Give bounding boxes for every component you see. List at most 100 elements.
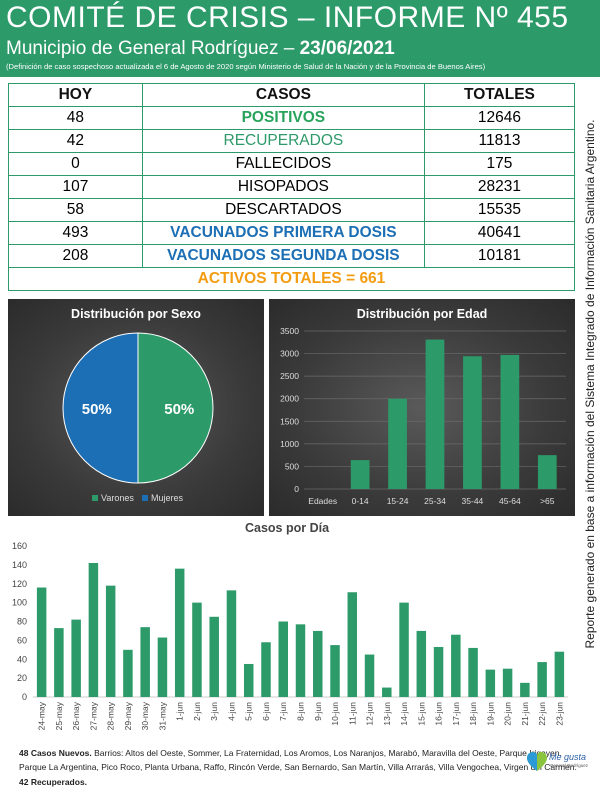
x-tick-label: 29-may bbox=[123, 701, 133, 730]
x-tick-label: 19-jun bbox=[485, 702, 495, 726]
table-row: 493 VACUNADOS PRIMERA DOSIS 40641 bbox=[8, 221, 576, 245]
x-tick-label: 12-jun bbox=[365, 702, 375, 726]
total-cell: 12646 bbox=[423, 106, 576, 130]
y-tick-label: 2500 bbox=[280, 371, 299, 381]
x-tick-label: 15-24 bbox=[387, 496, 409, 506]
label-cell: HISOPADOS bbox=[141, 175, 425, 199]
table-row: 208 VACUNADOS SEGUNDA DOSIS 10181 bbox=[8, 244, 576, 268]
x-tick-label: 7-jun bbox=[278, 702, 288, 721]
y-tick-label: 60 bbox=[17, 635, 27, 645]
report-title: COMITÉ DE CRISIS – INFORME Nº 455 bbox=[6, 1, 569, 34]
table-row: 42 RECUPERADOS 11813 bbox=[8, 129, 576, 153]
age-chart-title: Distribución por Edad bbox=[356, 307, 488, 321]
daily-bar bbox=[554, 651, 565, 697]
y-tick-label: 40 bbox=[17, 654, 27, 664]
legend-label: Varones bbox=[101, 493, 134, 503]
cases-table: HOY CASOS TOTALES 48 POSITIVOS 12646 42 … bbox=[8, 83, 576, 291]
header-totales: TOTALES bbox=[423, 83, 576, 107]
y-tick-label: 0 bbox=[294, 484, 299, 494]
daily-bar bbox=[313, 630, 323, 697]
total-cell: 11813 bbox=[423, 129, 576, 153]
daily-bar bbox=[157, 637, 168, 697]
logo-subtext: General Rodríguez bbox=[550, 763, 589, 768]
activos-row: ACTIVOS TOTALES = 661 bbox=[8, 267, 575, 291]
daily-bar bbox=[399, 602, 409, 697]
legend-label: Mujeres bbox=[151, 493, 184, 503]
hoy-cell: 493 bbox=[8, 221, 143, 245]
hoy-cell: 48 bbox=[8, 106, 143, 130]
y-tick-label: 3000 bbox=[280, 349, 299, 359]
total-cell: 175 bbox=[423, 152, 576, 176]
x-tick-label: 0-14 bbox=[352, 496, 369, 506]
daily-cases-chart: Casos por Día 0 20 40 60 80 100 120 140 160 24-may… bbox=[12, 521, 568, 730]
daily-bar bbox=[226, 590, 237, 697]
x-tick-label: 27-may bbox=[88, 701, 98, 730]
sex-pie-chart: 50% 50% Varones Mujeres bbox=[62, 332, 214, 503]
daily-bar bbox=[54, 628, 64, 697]
daily-bar bbox=[295, 624, 306, 697]
y-tick-label: 1000 bbox=[280, 439, 299, 449]
x-tick-label: 15-jun bbox=[416, 702, 426, 726]
side-note: Reporte generado en base a información d… bbox=[580, 84, 600, 684]
total-cell: 15535 bbox=[423, 198, 576, 222]
y-tick-label: 100 bbox=[12, 598, 27, 608]
label-cell: DESCARTADOS bbox=[141, 198, 425, 222]
table-row: 58 DESCARTADOS 15535 bbox=[8, 198, 576, 222]
x-tick-label: 23-jun bbox=[554, 702, 564, 726]
logo-text: Me gusta bbox=[549, 752, 587, 762]
hoy-cell: 42 bbox=[8, 129, 143, 153]
x-tick-label: 25-34 bbox=[424, 496, 446, 506]
x-tick-label: 2-jun bbox=[192, 702, 202, 721]
daily-bar bbox=[243, 663, 254, 697]
x-tick-label: 30-may bbox=[140, 701, 150, 730]
recovered-line: 42 Recuperados. bbox=[19, 777, 88, 787]
age-bar bbox=[425, 339, 445, 489]
hoy-cell: 58 bbox=[8, 198, 143, 222]
new-cases-count: 48 Casos Nuevos. bbox=[19, 748, 92, 758]
label-cell: RECUPERADOS bbox=[141, 129, 425, 153]
municipio-label: Municipio de General Rodríguez – bbox=[6, 38, 300, 59]
daily-bar bbox=[468, 647, 478, 697]
header-hoy: HOY bbox=[8, 83, 143, 107]
x-tick-label: 35-44 bbox=[462, 496, 484, 506]
pie-slice bbox=[137, 332, 214, 484]
daily-bar bbox=[140, 627, 150, 697]
daily-bar bbox=[261, 642, 271, 697]
label-cell: VACUNADOS SEGUNDA DOSIS bbox=[141, 244, 425, 268]
daily-bar bbox=[123, 649, 133, 697]
x-tick-label: 21-jun bbox=[520, 702, 530, 726]
x-tick-label: 24-may bbox=[37, 701, 47, 730]
x-tick-label: 11-jun bbox=[347, 702, 357, 725]
y-tick-label: 20 bbox=[17, 673, 27, 683]
x-tick-label: 8-jun bbox=[296, 702, 306, 721]
hoy-cell: 107 bbox=[8, 175, 143, 199]
label-cell: FALLECIDOS bbox=[141, 152, 425, 176]
y-tick-label: 120 bbox=[12, 579, 27, 589]
daily-bar bbox=[485, 669, 496, 697]
y-tick-label: 500 bbox=[285, 461, 299, 471]
x-tick-label: 17-jun bbox=[451, 702, 461, 726]
daily-bar bbox=[364, 654, 375, 697]
x-axis-label: Edades bbox=[308, 496, 337, 506]
x-tick-label: 13-jun bbox=[382, 702, 392, 726]
legend-swatch bbox=[92, 495, 98, 501]
daily-bar bbox=[451, 634, 461, 697]
label-cell: VACUNADOS PRIMERA DOSIS bbox=[141, 221, 425, 245]
x-tick-label: 18-jun bbox=[468, 702, 478, 726]
daily-bar bbox=[36, 587, 47, 697]
x-tick-label: 5-jun bbox=[244, 702, 254, 721]
x-tick-label: 14-jun bbox=[399, 702, 409, 726]
daily-bar bbox=[209, 616, 219, 697]
daily-bar bbox=[520, 682, 530, 697]
x-tick-label: 6-jun bbox=[261, 702, 271, 721]
daily-bar bbox=[88, 562, 99, 697]
total-cell: 40641 bbox=[423, 221, 576, 245]
age-bar bbox=[537, 455, 557, 489]
x-tick-label: 45-64 bbox=[499, 496, 521, 506]
daily-bar bbox=[278, 621, 288, 697]
y-tick-label: 80 bbox=[17, 617, 27, 627]
label-cell: POSITIVOS bbox=[141, 106, 425, 130]
x-tick-label: 22-jun bbox=[537, 702, 547, 726]
report-date: 23/06/2021 bbox=[299, 38, 395, 59]
age-bar bbox=[388, 398, 407, 489]
